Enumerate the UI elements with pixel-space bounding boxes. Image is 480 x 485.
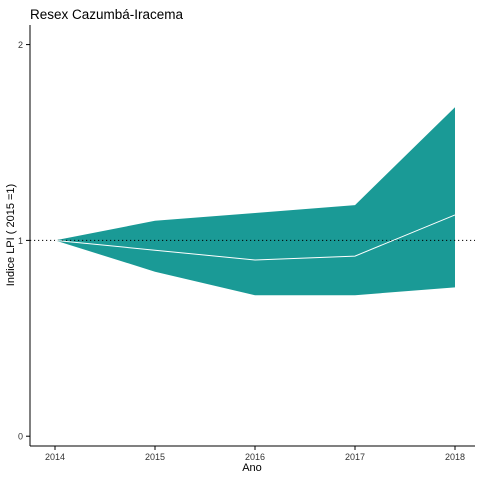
y-tick-label: 1 [18,236,23,246]
confidence-band [55,107,455,296]
x-tick-label: 2014 [45,452,65,462]
x-tick-label: 2017 [345,452,365,462]
plot-area: 0 1 2 2014 2015 2016 2017 2018 [18,25,475,462]
index-line [54,214,456,261]
chart-title: Resex Cazumbá-Iracema [30,7,184,22]
x-tick-label: 2015 [145,452,165,462]
x-tick-label: 2016 [245,452,265,462]
y-tick-label: 2 [18,40,23,50]
y-axis-label: Indice LPI ( 2015 =1) [5,184,17,286]
x-tick-label: 2018 [445,452,465,462]
y-tick-label: 0 [18,432,23,442]
x-axis-label: Ano [242,462,262,474]
